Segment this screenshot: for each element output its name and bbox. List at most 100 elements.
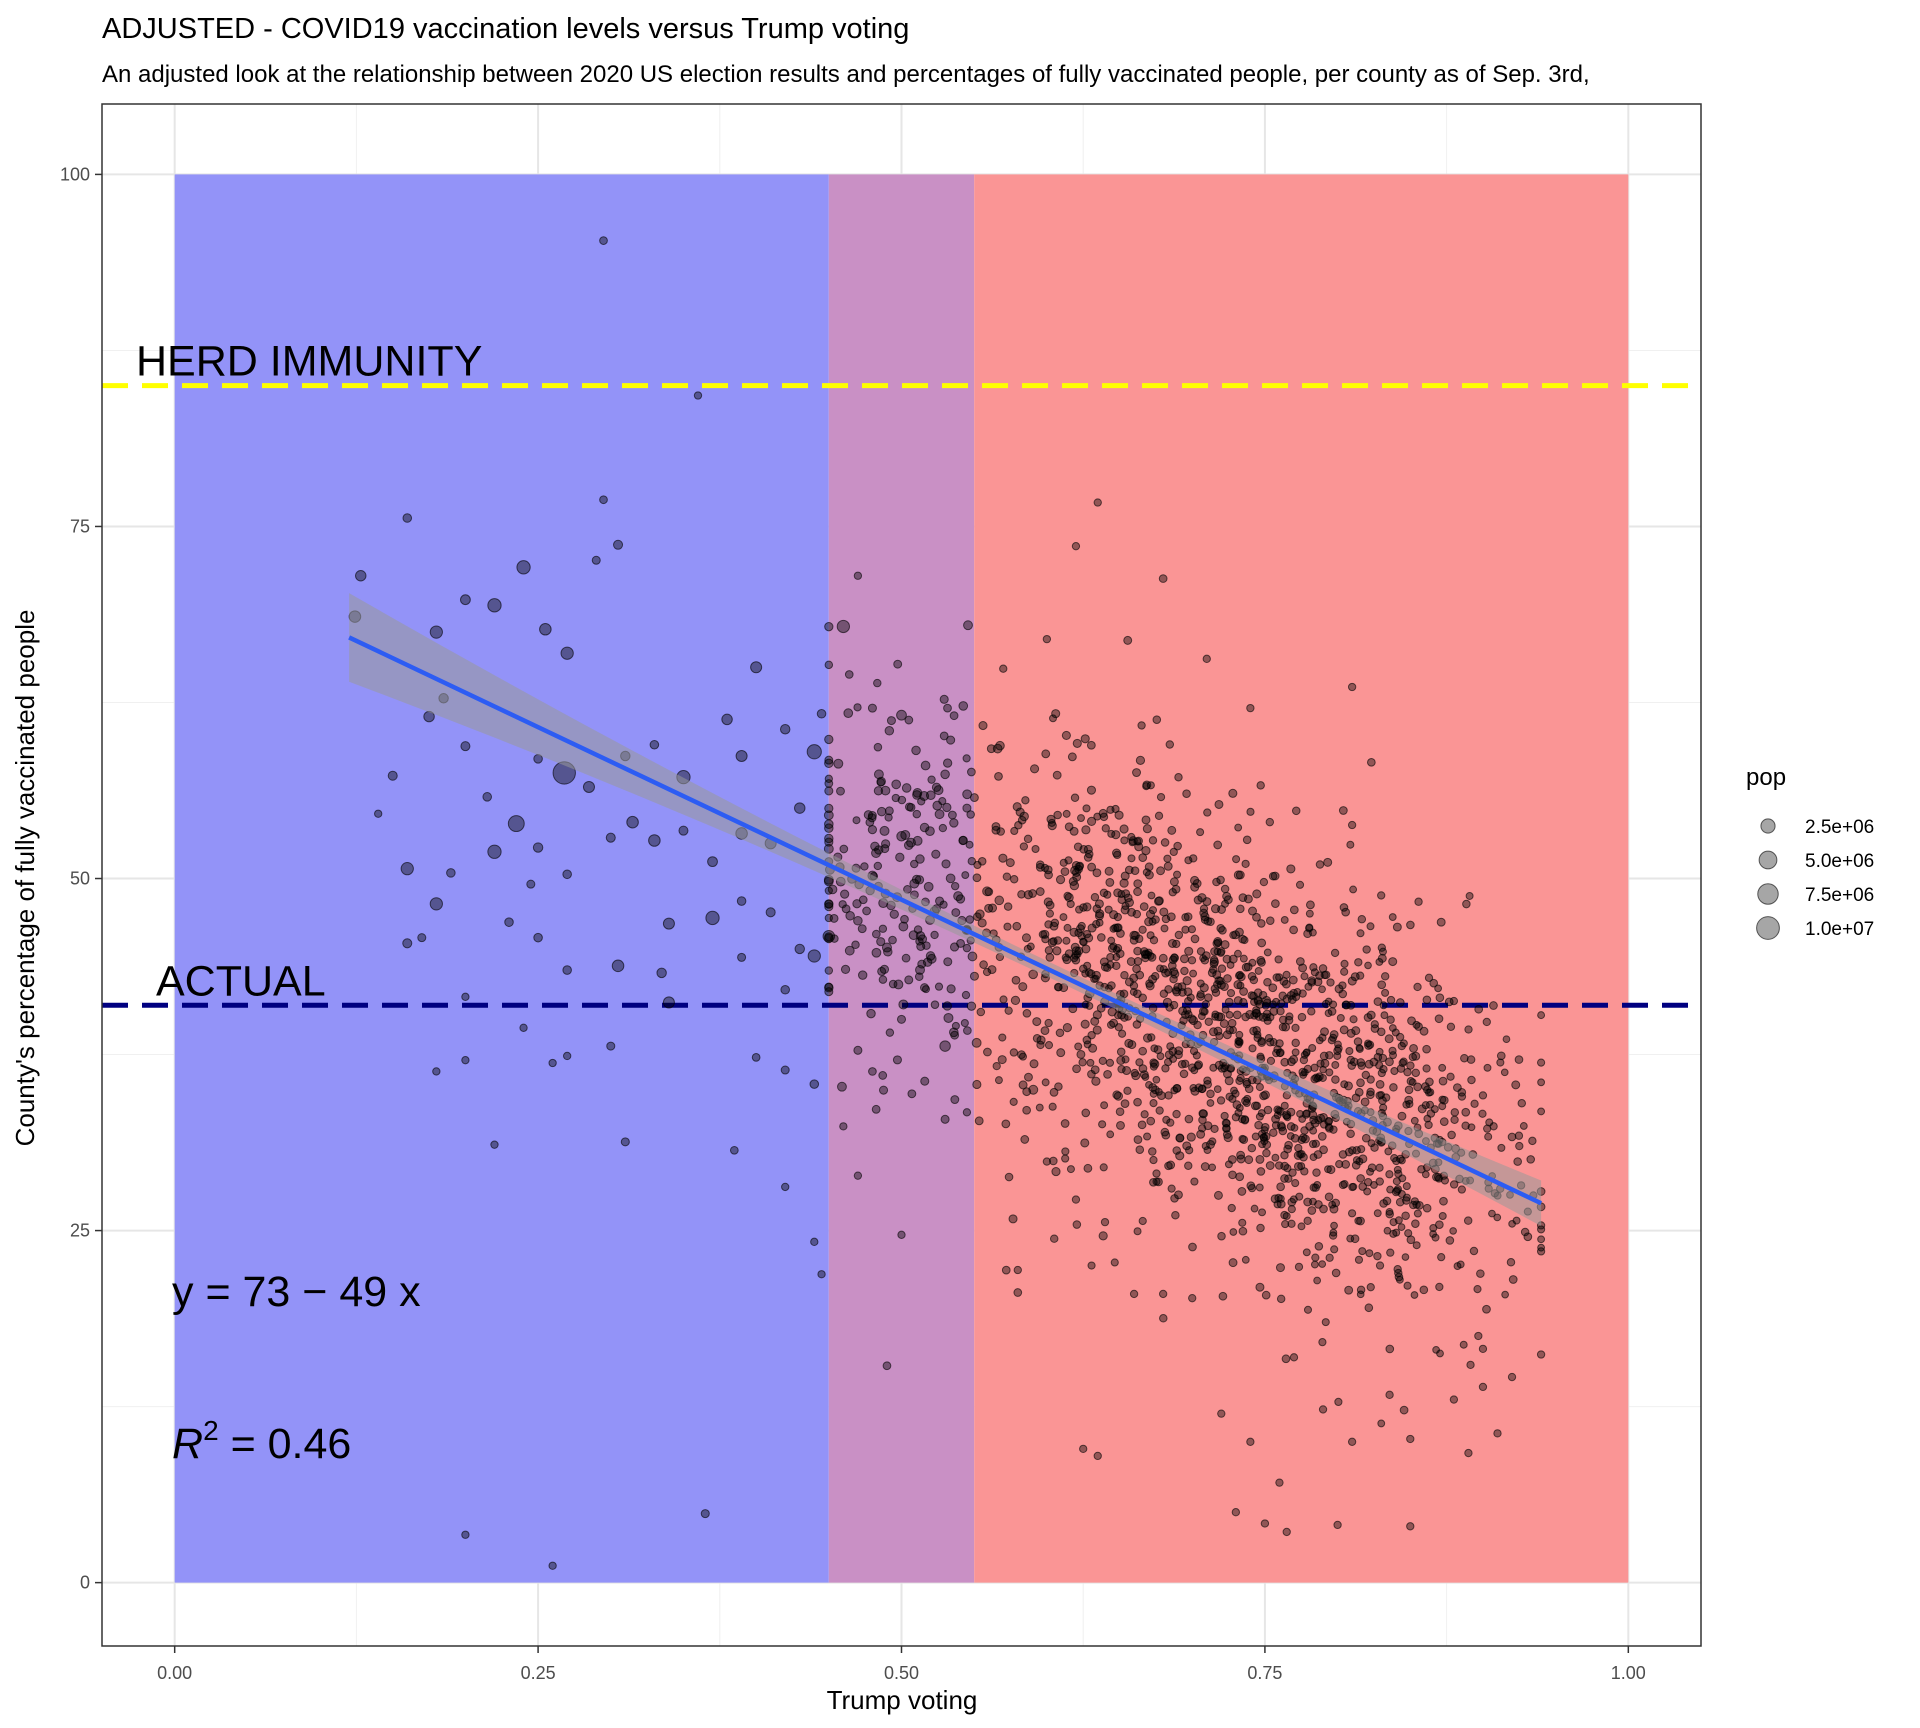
data-point	[1241, 1255, 1250, 1264]
data-point	[1394, 1216, 1403, 1225]
data-point	[1517, 1099, 1527, 1108]
data-point	[562, 965, 572, 975]
data-point	[986, 744, 996, 754]
data-point	[1051, 1167, 1061, 1177]
data-point	[1167, 1184, 1176, 1193]
data-point	[913, 925, 923, 934]
shaded-region-1	[174, 174, 829, 1583]
data-point	[1204, 1017, 1213, 1026]
data-point	[1086, 740, 1096, 750]
data-point	[1278, 991, 1287, 1000]
data-point	[1341, 907, 1350, 917]
data-point	[1147, 952, 1157, 962]
data-point	[1127, 1040, 1137, 1050]
data-point	[1218, 1291, 1228, 1301]
data-point	[920, 1076, 930, 1086]
data-point	[1239, 1135, 1249, 1145]
data-point	[1095, 909, 1105, 919]
data-point	[1287, 1197, 1297, 1207]
data-point	[1310, 968, 1319, 977]
data-point	[1186, 1132, 1196, 1142]
data-point	[1358, 1247, 1367, 1256]
data-point	[1092, 1025, 1102, 1035]
data-point	[1294, 1262, 1304, 1272]
data-point	[997, 1055, 1007, 1065]
data-point	[999, 995, 1008, 1004]
data-point	[823, 810, 834, 821]
data-point	[1252, 1026, 1261, 1035]
data-point	[873, 678, 882, 688]
data-point	[934, 809, 945, 820]
data-point	[1488, 1209, 1496, 1218]
data-point	[1253, 996, 1263, 1006]
y-axis-label: County's percentage of fully vaccinated …	[10, 610, 40, 1147]
data-point	[1367, 757, 1376, 767]
data-point	[1132, 909, 1142, 919]
data-point	[876, 778, 886, 787]
data-point	[591, 555, 601, 565]
data-point	[1302, 1048, 1311, 1057]
data-point	[857, 970, 868, 980]
data-point	[1397, 1223, 1406, 1231]
data-point	[1213, 1026, 1223, 1036]
data-point	[1086, 1058, 1095, 1067]
data-point	[1265, 817, 1275, 827]
data-point	[1414, 1022, 1423, 1031]
data-point	[532, 842, 544, 853]
data-point	[751, 1053, 761, 1062]
data-point	[1347, 1209, 1357, 1218]
data-point	[1446, 1022, 1456, 1031]
data-point	[1310, 1260, 1319, 1269]
data-point	[898, 999, 909, 1010]
data-point	[1132, 768, 1142, 778]
data-point	[1500, 1068, 1509, 1077]
data-point	[1482, 1017, 1491, 1027]
data-point	[1017, 890, 1026, 899]
data-point	[1189, 1083, 1198, 1093]
data-point	[979, 960, 988, 969]
data-point	[1184, 946, 1194, 956]
data-point	[1100, 1217, 1110, 1227]
data-point	[925, 826, 935, 837]
data-point	[1141, 953, 1150, 963]
data-point	[1111, 830, 1121, 840]
data-point	[1023, 890, 1033, 900]
data-point	[1022, 1087, 1032, 1097]
data-point	[1048, 1102, 1057, 1111]
data-point	[1390, 1154, 1399, 1163]
data-point	[1344, 1147, 1354, 1157]
data-point	[1207, 968, 1217, 978]
data-point	[1142, 782, 1151, 791]
data-point	[1255, 1154, 1265, 1164]
data-point	[1133, 887, 1142, 897]
data-point	[1232, 1100, 1242, 1110]
data-point	[1362, 945, 1371, 954]
data-point	[656, 967, 667, 979]
data-point	[1137, 721, 1146, 730]
data-point	[1425, 1077, 1434, 1087]
data-point	[1216, 980, 1226, 990]
data-point	[1081, 1108, 1091, 1118]
data-point	[1172, 987, 1182, 997]
data-point	[1149, 1062, 1158, 1071]
data-point	[1104, 866, 1114, 876]
data-point	[824, 774, 833, 783]
data-point	[1315, 860, 1325, 869]
data-point	[1280, 1057, 1290, 1067]
data-point	[946, 735, 956, 745]
data-point	[1082, 804, 1091, 813]
data-point	[1537, 1107, 1546, 1116]
data-point	[1210, 1124, 1219, 1134]
data-point	[1228, 1170, 1237, 1180]
data-point	[1116, 1055, 1126, 1065]
data-point	[960, 1018, 969, 1028]
data-point	[1093, 1451, 1102, 1461]
data-point	[984, 903, 994, 913]
data-point	[886, 716, 896, 726]
data-point	[1506, 1258, 1516, 1267]
data-point	[1165, 1003, 1174, 1012]
data-point	[915, 854, 925, 864]
data-point	[1172, 1146, 1181, 1155]
data-point	[1319, 1145, 1328, 1155]
data-point	[1096, 933, 1106, 942]
